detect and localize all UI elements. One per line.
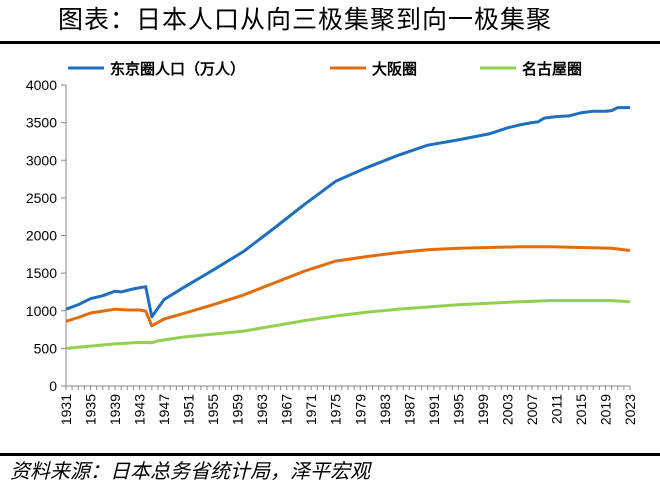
x-tick-label: 2015 <box>573 394 589 425</box>
legend-label-3: 名古屋圈 <box>522 60 582 78</box>
x-tick-label: 1971 <box>303 394 319 425</box>
x-tick-label: 1979 <box>352 394 368 425</box>
x-tick-label: 1983 <box>377 394 393 425</box>
y-tick-label: 2500 <box>26 190 57 206</box>
y-tick-label: 1000 <box>26 303 57 319</box>
x-tick-label: 1995 <box>450 394 466 425</box>
series-line-1 <box>65 106 630 319</box>
x-tick-label: 1939 <box>107 394 123 425</box>
x-tick-label: 1955 <box>205 394 221 425</box>
y-tick-label: 500 <box>34 340 58 356</box>
x-tick-label: 1935 <box>83 394 99 425</box>
chart-legend: 东京圈人口（万人） 大阪圈 名古屋圈 <box>68 60 582 78</box>
line-chart: 0 500 1000 1500 2000 2500 3000 3500 4000 1931 1935… <box>26 60 638 425</box>
title-divider <box>0 41 660 44</box>
x-tick-label: 1975 <box>328 394 344 425</box>
x-tick-label: 2003 <box>499 394 515 425</box>
chart-axes: 0 500 1000 1500 2000 2500 3000 3500 4000 1931 1935… <box>26 77 638 425</box>
x-tick-label: 1967 <box>279 394 295 425</box>
source-note: 资料来源：日本总务省统计局，泽平宏观 <box>10 459 370 483</box>
chart-series <box>65 106 631 350</box>
y-tick-label: 0 <box>49 378 57 394</box>
series-line-3 <box>65 299 631 350</box>
x-tick-label: 1959 <box>230 394 246 425</box>
y-tick-label: 3500 <box>26 115 57 131</box>
x-tick-label: 1943 <box>132 394 148 425</box>
y-tick-label: 1500 <box>26 265 57 281</box>
y-tick-label: 4000 <box>26 77 57 93</box>
x-tick-label: 2011 <box>548 394 564 424</box>
y-tick-label: 3000 <box>26 152 57 168</box>
legend-label-1: 东京圈人口（万人） <box>110 60 245 78</box>
source-divider <box>0 453 660 456</box>
series-line-2 <box>65 245 631 328</box>
x-tick-label: 2023 <box>622 394 638 425</box>
x-tick-label: 1987 <box>401 394 417 425</box>
x-tick-label: 2019 <box>597 394 613 425</box>
legend-label-2: 大阪圈 <box>372 60 417 78</box>
y-tick-label: 2000 <box>26 228 57 244</box>
x-tick-label: 2007 <box>524 394 540 425</box>
x-tick-label: 1931 <box>58 394 74 425</box>
x-tick-label: 1999 <box>475 394 491 425</box>
chart-title: 图表：日本人口从向三极集聚到向一极集聚 <box>58 5 553 34</box>
x-tick-label: 1951 <box>181 394 197 425</box>
x-tick-label: 1947 <box>156 394 172 425</box>
x-tick-label: 1991 <box>426 394 442 425</box>
x-tick-label: 1963 <box>254 394 270 425</box>
